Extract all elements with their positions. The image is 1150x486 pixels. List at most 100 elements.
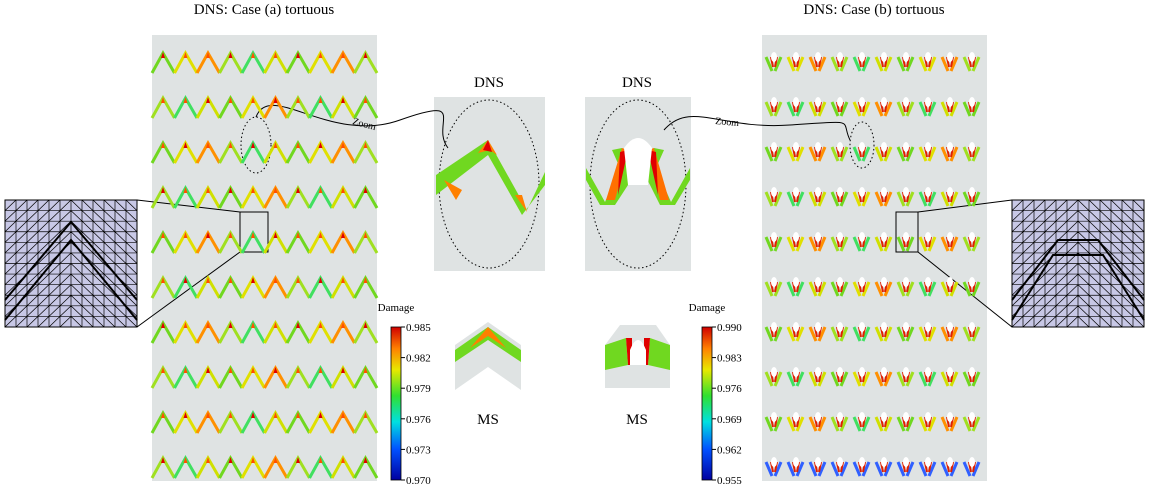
colorbar-tick-label: 0.979	[406, 383, 431, 395]
void	[881, 277, 887, 287]
void	[837, 52, 843, 62]
void	[859, 322, 865, 332]
void	[903, 97, 909, 107]
void	[771, 322, 777, 332]
panel-title: DNS: Case (b) tortuous	[803, 2, 944, 18]
void	[793, 232, 799, 242]
void	[837, 457, 843, 467]
void	[793, 277, 799, 287]
void	[793, 142, 799, 152]
void	[837, 97, 843, 107]
void	[925, 412, 931, 422]
void	[947, 412, 953, 422]
colorbar-title: Damage	[689, 302, 726, 314]
void	[793, 322, 799, 332]
void	[947, 142, 953, 152]
colorbar-tick-label: 0.955	[717, 475, 742, 486]
void	[837, 412, 843, 422]
zoom-title: DNS	[622, 75, 652, 91]
void	[815, 97, 821, 107]
void	[903, 187, 909, 197]
void	[793, 457, 799, 467]
void	[925, 367, 931, 377]
void	[881, 322, 887, 332]
void	[969, 97, 975, 107]
void	[859, 142, 865, 152]
void	[815, 457, 821, 467]
void	[815, 277, 821, 287]
colorbar-tick-label: 0.976	[717, 383, 742, 395]
void	[859, 52, 865, 62]
void	[793, 367, 799, 377]
void	[947, 187, 953, 197]
void	[881, 232, 887, 242]
void	[947, 277, 953, 287]
colorbar-tick-label: 0.985	[406, 322, 431, 334]
void	[859, 97, 865, 107]
void	[859, 367, 865, 377]
void	[903, 412, 909, 422]
colorbar-tick-label: 0.982	[406, 353, 431, 365]
void	[903, 457, 909, 467]
void	[815, 367, 821, 377]
void	[881, 187, 887, 197]
void	[837, 142, 843, 152]
void	[903, 277, 909, 287]
void	[903, 367, 909, 377]
void	[771, 367, 777, 377]
void	[771, 142, 777, 152]
void	[815, 142, 821, 152]
void	[881, 367, 887, 377]
void	[925, 232, 931, 242]
void	[947, 457, 953, 467]
void	[859, 457, 865, 467]
void	[903, 142, 909, 152]
void	[793, 97, 799, 107]
colorbar-tick-label: 0.970	[406, 475, 431, 486]
void	[771, 187, 777, 197]
colorbar	[391, 327, 401, 480]
void	[925, 187, 931, 197]
void	[624, 138, 652, 185]
zoom-label: Zoom	[715, 116, 740, 129]
void	[903, 322, 909, 332]
void	[771, 97, 777, 107]
void	[771, 457, 777, 467]
zoom-title: DNS	[474, 75, 504, 91]
void	[793, 187, 799, 197]
void	[815, 187, 821, 197]
void	[837, 232, 843, 242]
colorbar-tick-label: 0.969	[717, 414, 742, 426]
void	[903, 52, 909, 62]
colorbar-tick-label: 0.976	[406, 414, 431, 426]
void	[881, 142, 887, 152]
void	[969, 457, 975, 467]
void	[925, 457, 931, 467]
void	[837, 277, 843, 287]
void	[815, 412, 821, 422]
void	[969, 322, 975, 332]
void	[771, 52, 777, 62]
colorbar	[702, 327, 712, 480]
void	[969, 367, 975, 377]
void	[859, 187, 865, 197]
void	[969, 232, 975, 242]
void	[881, 412, 887, 422]
void	[881, 97, 887, 107]
void	[925, 52, 931, 62]
void	[947, 232, 953, 242]
void	[881, 52, 887, 62]
void	[947, 367, 953, 377]
void	[947, 322, 953, 332]
figure: DNS: Case (a) tortuous DNS: Case (b) tor…	[0, 0, 1150, 486]
void	[793, 412, 799, 422]
void	[815, 232, 821, 242]
void	[815, 52, 821, 62]
colorbar-tick-label: 0.962	[717, 444, 742, 456]
void	[969, 52, 975, 62]
void	[925, 277, 931, 287]
void	[837, 367, 843, 377]
colorbar-tick-label: 0.990	[717, 322, 742, 334]
colorbar-title: Damage	[378, 302, 415, 314]
void	[969, 412, 975, 422]
